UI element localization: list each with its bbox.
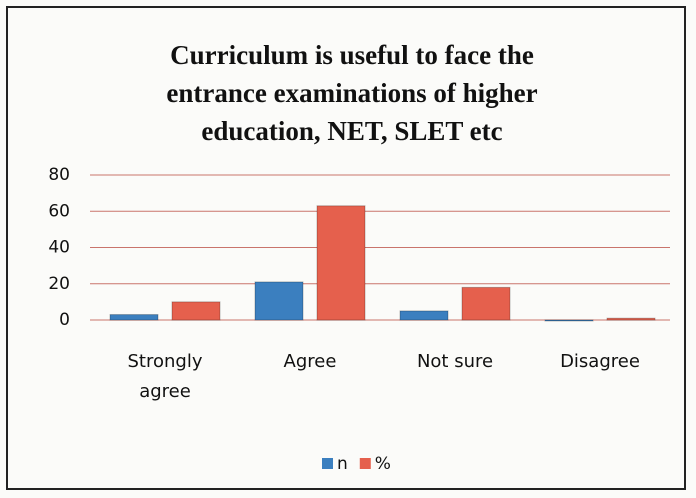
legend-label: n xyxy=(337,454,348,474)
bar xyxy=(399,310,449,321)
x-tick-label: Disagree xyxy=(560,351,640,372)
x-tick-label: Agree xyxy=(283,351,337,372)
bar xyxy=(606,317,656,321)
legend-swatch xyxy=(359,458,371,469)
y-tick-label: 0 xyxy=(59,310,70,330)
bar xyxy=(544,319,594,322)
y-tick-label: 80 xyxy=(48,165,70,185)
y-tick-label: 60 xyxy=(48,201,70,221)
y-tick-label: 20 xyxy=(48,274,70,294)
bar xyxy=(254,281,304,321)
chart-frame xyxy=(6,6,686,490)
legend-swatch xyxy=(322,458,333,469)
bar xyxy=(316,205,366,321)
bar xyxy=(461,286,511,321)
bar xyxy=(171,301,221,321)
bar xyxy=(109,314,159,321)
y-tick-label: 40 xyxy=(48,238,70,258)
x-tick-label: Not sure xyxy=(416,351,494,372)
x-tick-label: Strongly agree xyxy=(127,351,203,402)
legend-label: % xyxy=(375,454,391,474)
chart-title: Curriculum is useful to face the entranc… xyxy=(166,40,538,146)
